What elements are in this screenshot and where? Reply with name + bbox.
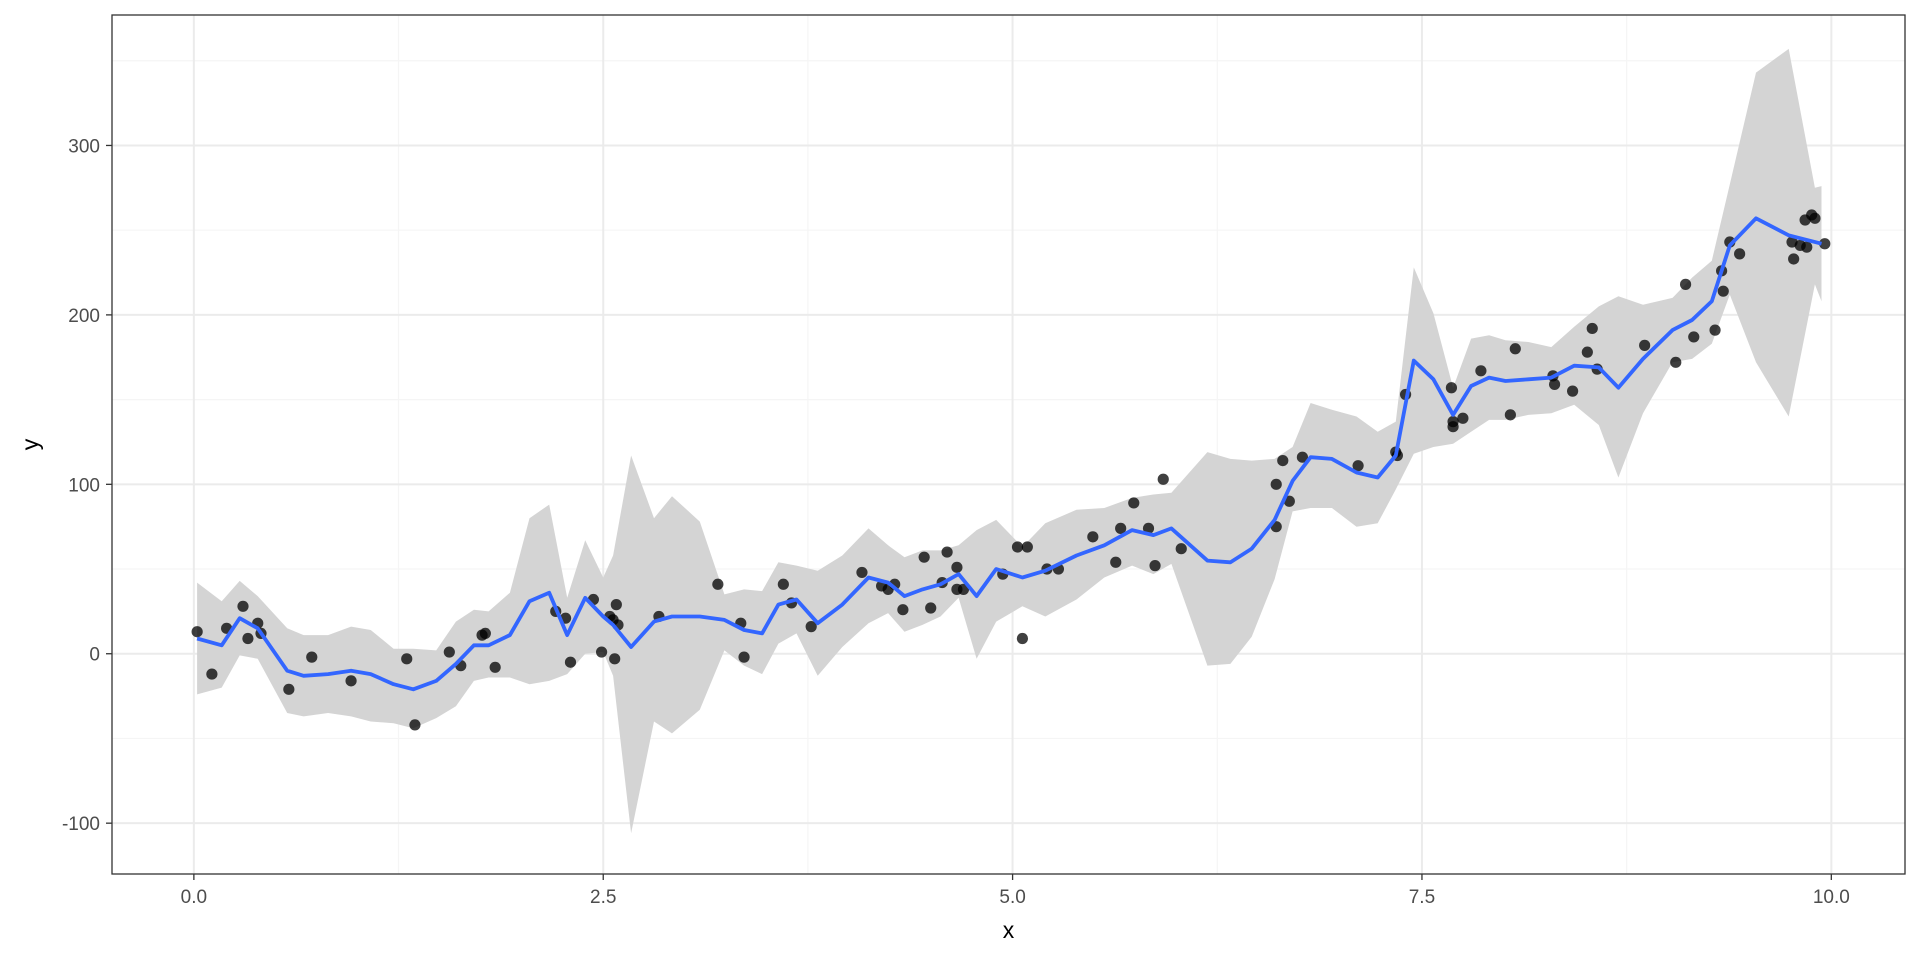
data-point (1788, 253, 1800, 265)
data-point (1021, 541, 1033, 553)
data-point (609, 653, 621, 665)
data-point (738, 651, 750, 663)
data-point (805, 621, 817, 633)
data-point (1175, 543, 1187, 555)
data-point (1819, 238, 1831, 250)
y-axis-ticks: -100 0 100 200 300 (62, 136, 112, 835)
x-axis-ticks: 0.0 2.5 5.0 7.5 10.0 (181, 874, 1850, 908)
panel-border (111, 14, 1906, 875)
data-point (897, 604, 909, 616)
data-point (345, 675, 357, 687)
confidence-band (197, 48, 1822, 834)
data-point (1445, 382, 1458, 394)
data-point (1110, 556, 1122, 568)
data-point (856, 566, 868, 579)
data-point (1688, 331, 1700, 343)
data-point (941, 546, 953, 558)
data-point (1277, 454, 1289, 467)
data-point (1128, 497, 1140, 509)
data-point (409, 719, 421, 731)
data-point (1016, 632, 1029, 645)
data-point (564, 656, 577, 668)
data-point (1809, 212, 1821, 224)
data-point (1670, 356, 1682, 368)
data-point (957, 583, 970, 595)
data-point (1296, 451, 1309, 463)
data-point (1734, 248, 1746, 260)
data-point (951, 561, 963, 573)
x-tick-label: 5.0 (999, 887, 1025, 908)
data-point (1509, 343, 1521, 355)
data-point (1447, 421, 1459, 433)
data-point (443, 646, 455, 658)
data-point (1157, 473, 1169, 485)
data-point (1548, 378, 1561, 390)
data-point (1679, 278, 1692, 290)
x-tick-label: 0.0 (181, 887, 207, 908)
data-point (777, 578, 789, 590)
data-point (489, 661, 501, 673)
y-tick-label: 200 (68, 306, 100, 327)
data-point (595, 646, 608, 658)
data-point (206, 668, 218, 680)
y-tick-label: 0 (89, 645, 100, 666)
smoothed-line (196, 216, 1822, 692)
data-point (925, 602, 937, 614)
data-point (283, 683, 295, 695)
data-point (1087, 531, 1099, 543)
data-point (1639, 339, 1651, 351)
data-point (712, 578, 724, 590)
data-point (1149, 560, 1161, 572)
data-point (479, 627, 491, 640)
x-tick-label: 10.0 (1813, 887, 1850, 908)
data-point (237, 600, 249, 612)
data-point (306, 651, 318, 663)
data-point (1717, 285, 1729, 297)
y-tick-label: 300 (68, 136, 100, 157)
scatter-points (191, 209, 1831, 731)
data-point (1475, 365, 1487, 377)
data-point (610, 599, 622, 611)
x-axis-title: x (1003, 917, 1015, 943)
x-tick-label: 2.5 (590, 887, 616, 908)
data-point (1011, 541, 1024, 553)
data-point (1586, 322, 1598, 335)
data-point (401, 653, 413, 665)
data-point (1457, 412, 1469, 424)
confidence-band-area (197, 48, 1822, 834)
y-tick-label: -100 (62, 814, 100, 835)
y-tick-label: 100 (68, 475, 100, 496)
data-point (1581, 346, 1593, 358)
data-point (1142, 522, 1155, 534)
data-point (1115, 522, 1127, 534)
data-point (242, 632, 254, 645)
data-point (1270, 478, 1282, 490)
x-tick-label: 7.5 (1409, 887, 1435, 908)
trend-line (196, 216, 1822, 692)
data-point (918, 551, 930, 563)
data-point (1709, 324, 1721, 336)
data-point (191, 626, 203, 638)
y-axis-title: y (17, 438, 43, 450)
data-point (1352, 460, 1364, 472)
data-point (1801, 241, 1813, 253)
data-point (1566, 385, 1579, 397)
data-point (1504, 409, 1516, 421)
